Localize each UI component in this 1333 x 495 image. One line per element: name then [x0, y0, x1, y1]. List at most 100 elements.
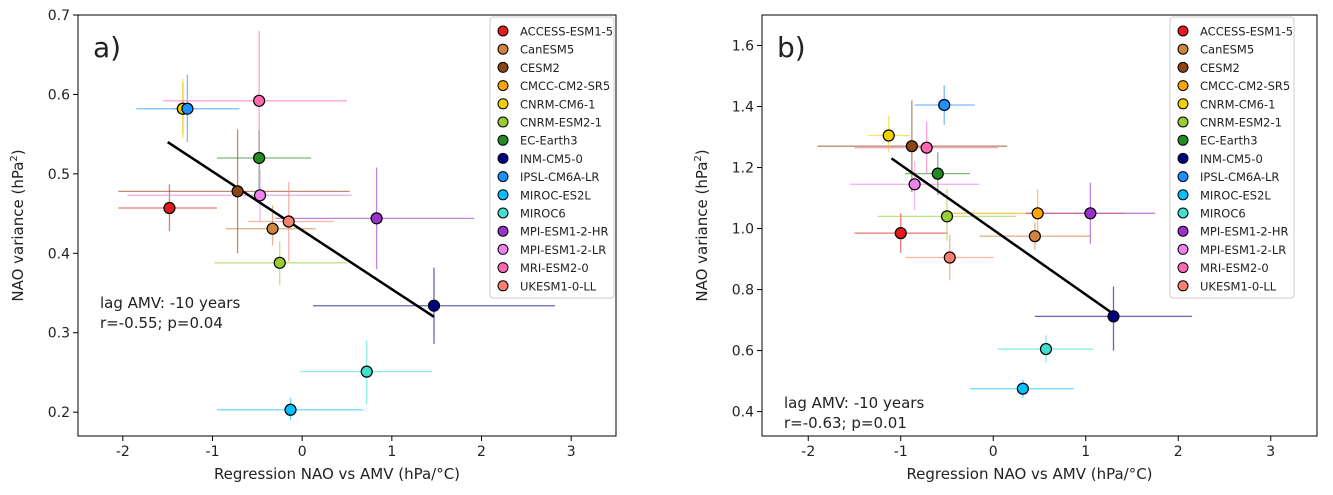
legend-marker — [1177, 189, 1189, 201]
x-tick-label: -2 — [116, 444, 130, 460]
data-point — [894, 227, 907, 240]
y-tick-label: 1.4 — [732, 100, 754, 116]
x-tick-label: -1 — [894, 444, 908, 460]
y-tick-label: 1.6 — [732, 39, 754, 55]
data-point — [1016, 382, 1029, 395]
data-point — [266, 222, 279, 235]
legend-marker — [1177, 80, 1189, 92]
legend-label: CMCC-CM2-SR5 — [1200, 79, 1290, 93]
legend-label: MRI-ESM2-0 — [520, 261, 589, 275]
legend-marker — [497, 243, 509, 255]
legend-marker — [497, 116, 509, 128]
data-point — [931, 167, 944, 180]
y-tick-label: 0.7 — [48, 8, 70, 24]
x-tick-label: 1 — [1081, 444, 1090, 460]
legend: ACCESS-ESM1-5 CanESM5 CESM2 CMCC-CM2-SR5 CNR… — [1169, 16, 1295, 299]
legend-marker — [1177, 262, 1189, 274]
legend-label: MPI-ESM1-2-HR — [1200, 225, 1288, 239]
legend-label: MIROC6 — [520, 207, 566, 221]
y-tick-label: 0.2 — [48, 405, 70, 421]
legend-marker — [1177, 171, 1189, 183]
legend-label: IPSL-CM6A-LR — [520, 170, 599, 184]
legend-label: CESM2 — [520, 61, 560, 75]
data-point — [273, 256, 286, 269]
legend-label: MRI-ESM2-0 — [1200, 261, 1269, 275]
y-tick-label: 0.6 — [732, 344, 754, 360]
y-axis-label-close: ) — [693, 149, 711, 155]
y-axis-label-close: ) — [9, 149, 27, 155]
x-tick-label: -2 — [801, 444, 815, 460]
legend-label: INM-CM5-0 — [520, 152, 583, 166]
legend-label: MPI-ESM1-2-LR — [1200, 243, 1286, 257]
legend-label: MIROC6 — [1200, 207, 1246, 221]
x-axis-label: Regression NAO vs AMV (hPa/°C) — [214, 465, 460, 483]
annotation-text: lag AMV: -10 years — [100, 294, 240, 312]
data-point — [1084, 207, 1097, 220]
legend-marker — [497, 280, 509, 292]
legend-label: CMCC-CM2-SR5 — [520, 79, 610, 93]
legend-label: EC-Earth3 — [520, 134, 578, 148]
y-axis-label-main: NAO variance (hPa — [9, 162, 27, 302]
data-point — [920, 141, 933, 154]
legend-label: MIROC-ES2L — [520, 188, 591, 202]
legend-label: MIROC-ES2L — [1200, 188, 1271, 202]
regression-line — [890, 157, 1115, 315]
legend-marker — [1177, 134, 1189, 146]
legend-marker — [497, 134, 509, 146]
data-point — [360, 365, 373, 378]
y-axis-label-main: NAO variance (hPa — [693, 162, 711, 302]
panel-label: a) — [93, 31, 121, 64]
annotation-text: r=-0.55; p=0.04 — [100, 314, 223, 332]
y-tick-label: 1.2 — [732, 161, 754, 177]
legend-label: CESM2 — [1200, 61, 1240, 75]
data-point — [1039, 342, 1053, 356]
legend-box — [489, 16, 615, 299]
chart-panel-a: -2 -1 0 1 2 3 0.2 0.3 0.4 0.5 0.6 0.7 Regression NAO… — [9, 8, 617, 483]
data-point — [1031, 207, 1044, 220]
x-tick-label: 0 — [989, 444, 998, 460]
legend-label: CanESM5 — [1200, 43, 1254, 57]
y-tick-label: 0.4 — [48, 246, 70, 262]
legend-marker — [1177, 98, 1189, 110]
legend-label: IPSL-CM6A-LR — [1200, 170, 1279, 184]
legend-marker — [497, 171, 509, 183]
legend-label: MPI-ESM1-2-LR — [520, 243, 606, 257]
data-point — [905, 140, 918, 153]
legend-label: CNRM-ESM2-1 — [520, 116, 602, 130]
data-point — [163, 201, 176, 215]
legend-marker — [497, 43, 509, 55]
legend-marker — [1177, 43, 1189, 55]
legend-marker — [1177, 280, 1189, 292]
legend: ACCESS-ESM1-5 CanESM5 CESM2 CMCC-CM2-SR5 CNR… — [489, 16, 615, 299]
data-point — [882, 129, 895, 142]
y-axis-label: NAO variance (hPa2) — [693, 149, 711, 301]
legend-marker — [1177, 207, 1189, 219]
legend-marker — [1177, 243, 1189, 255]
y-tick-label: 0.8 — [732, 283, 754, 299]
data-point — [370, 212, 383, 225]
annotation-text: lag AMV: -10 years — [784, 394, 924, 412]
x-tick-label: 2 — [477, 444, 486, 460]
x-tick-label: -1 — [206, 444, 220, 460]
data-point — [908, 178, 921, 191]
legend-label: CNRM-CM6-1 — [520, 97, 595, 111]
data-point — [282, 215, 295, 228]
x-axis-label: Regression NAO vs AMV (hPa/°C) — [906, 465, 1152, 483]
y-tick-label: 0.4 — [732, 405, 754, 421]
x-tick-label: 0 — [298, 444, 307, 460]
data-point — [181, 102, 194, 115]
data-point — [427, 299, 441, 312]
x-tick-label: 1 — [387, 444, 396, 460]
legend-marker — [497, 225, 509, 237]
legend-label: MPI-ESM1-2-HR — [520, 225, 608, 239]
y-tick-label: 0.5 — [48, 167, 70, 183]
legend-label: CNRM-ESM2-1 — [1200, 116, 1282, 130]
annotation-text: r=-0.63; p=0.01 — [784, 414, 907, 432]
legend-marker — [1177, 152, 1189, 164]
legend-label: UKESM1-0-LL — [520, 279, 597, 293]
legend-marker — [497, 61, 509, 73]
y-tick-label: 0.3 — [48, 326, 70, 342]
legend-marker — [497, 98, 509, 110]
panel-label: b) — [777, 31, 806, 64]
